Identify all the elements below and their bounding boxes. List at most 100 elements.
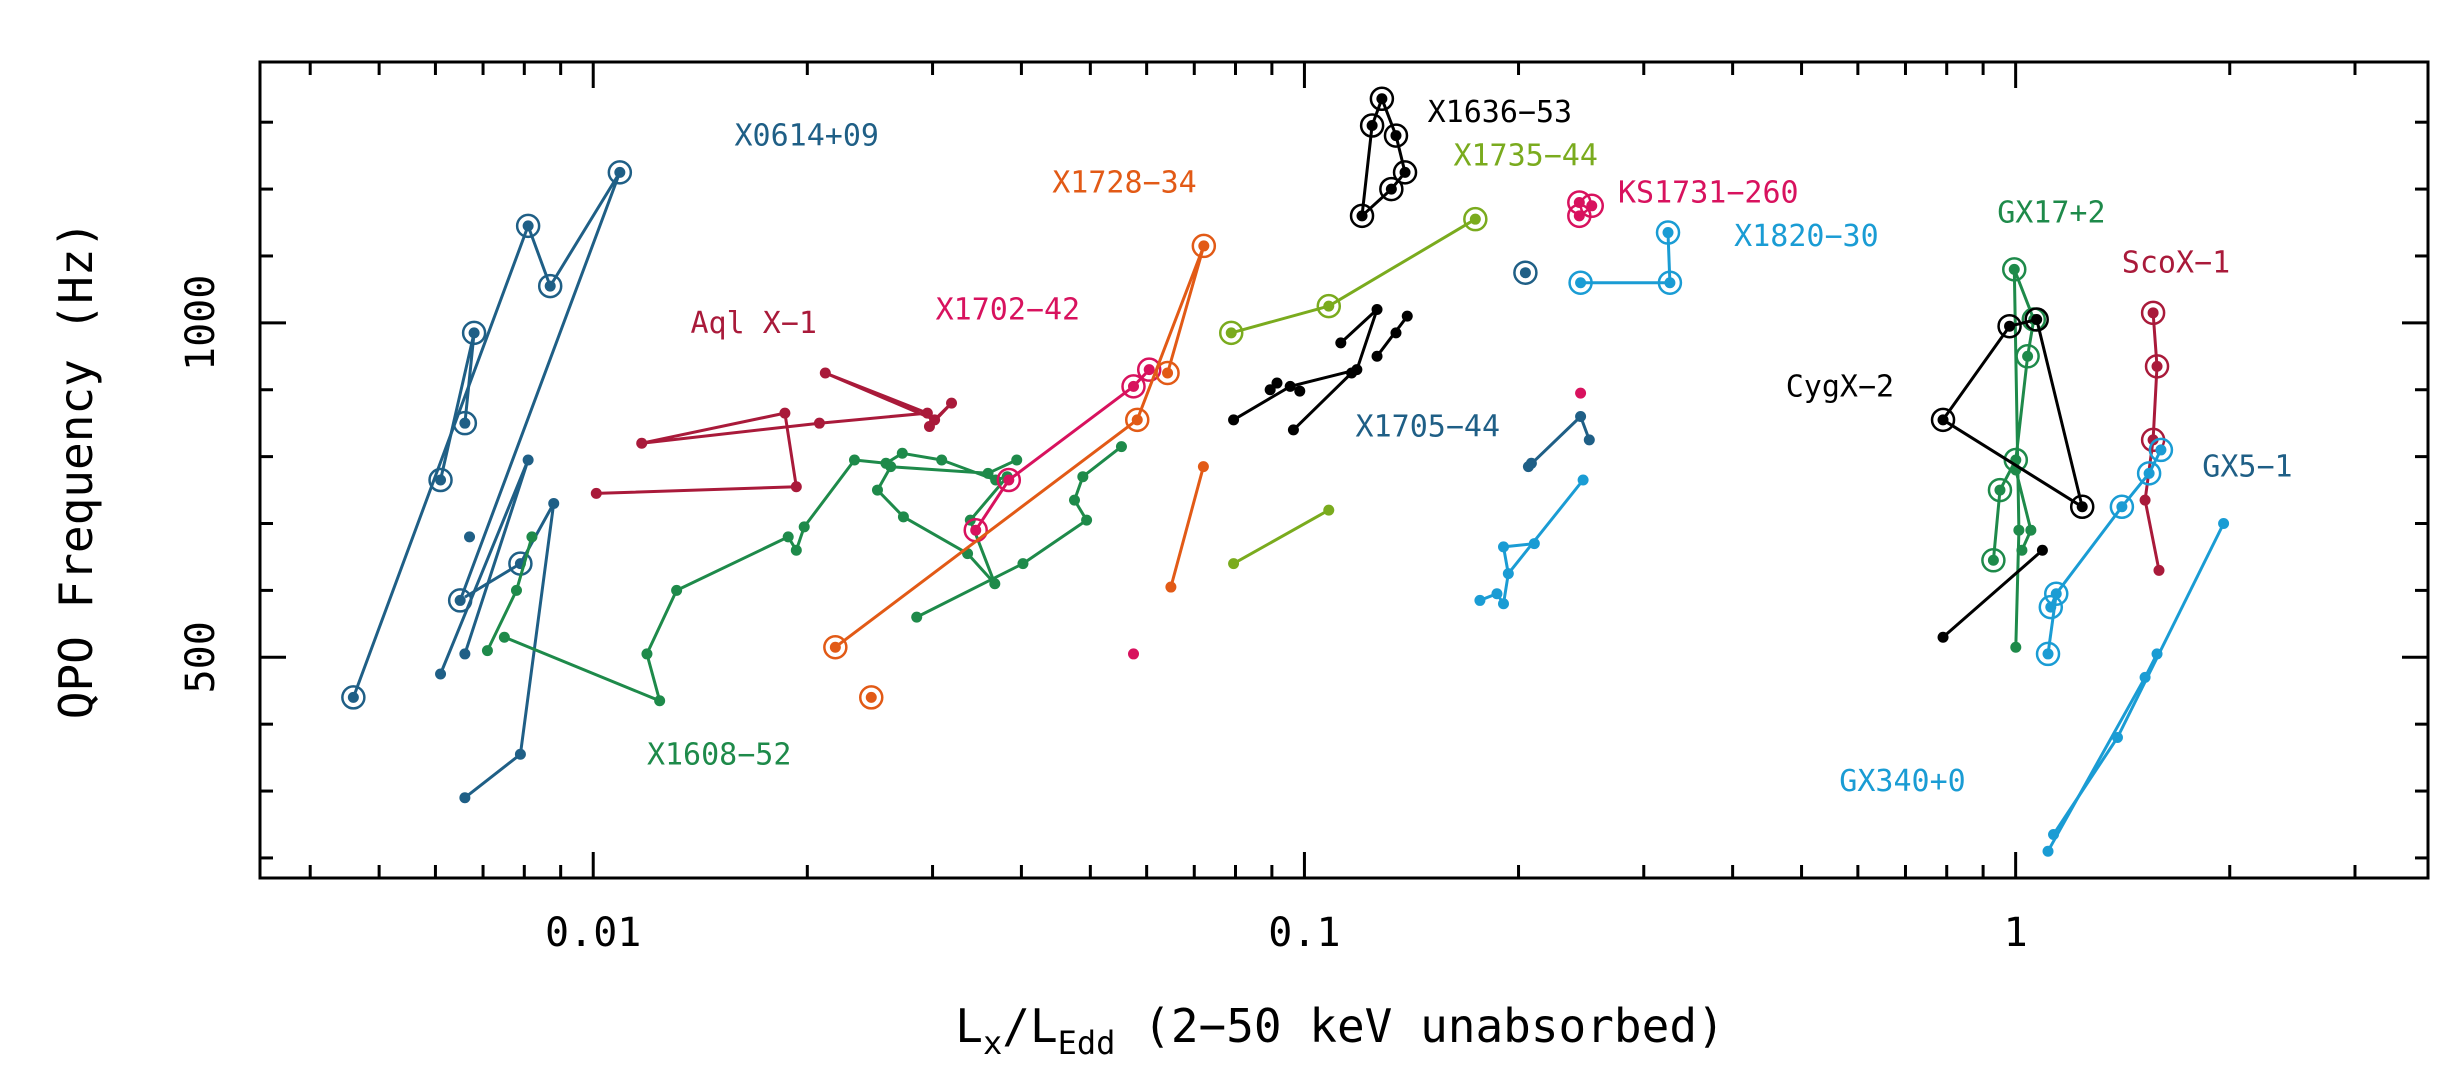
data-point: [1577, 474, 1589, 486]
data-point: [522, 220, 534, 232]
data-point: [885, 461, 897, 473]
x-tick-label: 0.01: [545, 910, 641, 956]
data-point: [514, 748, 526, 760]
data-point: [2036, 544, 2048, 556]
data-point-ring: [461, 320, 487, 346]
data-point: [923, 421, 935, 433]
data-point: [1335, 337, 1347, 349]
data-point-ring: [1218, 320, 1244, 346]
data-point: [1474, 594, 1486, 606]
data-point: [896, 447, 908, 459]
data-point: [459, 648, 471, 660]
data-point: [435, 474, 447, 486]
data-point: [636, 437, 648, 449]
data-point: [989, 578, 1001, 590]
source-labels: X0614+09 X1608−52 Aql X−1 X1702−42 X1728−34 X…: [647, 95, 2293, 799]
series-scox-1: [2139, 300, 2170, 576]
y-tick-label: 500: [178, 621, 224, 693]
data-point: [641, 648, 653, 660]
series-line: [1169, 466, 1205, 588]
data-point-ring: [1568, 270, 1593, 295]
data-point: [1528, 538, 1540, 550]
data-point: [2116, 501, 2128, 513]
data-point: [1586, 200, 1598, 212]
source-label-gx340-0: GX340+0: [1839, 764, 1965, 799]
data-point: [2151, 648, 2163, 660]
series-line: [1230, 217, 1477, 335]
data-point-ring: [2148, 437, 2174, 463]
data-point: [1081, 514, 1093, 526]
source-label-x1735-44: X1735−44: [1453, 139, 1598, 174]
data-point: [1662, 227, 1674, 239]
series-gx340-0: [2035, 437, 2230, 857]
source-label-aql-x-1: Aql X−1: [690, 306, 816, 341]
data-point-ring: [823, 634, 848, 660]
data-point-ring: [1121, 374, 1146, 399]
series-line: [1941, 318, 2084, 509]
data-point-ring: [1930, 407, 1956, 433]
series-x1702-42: [963, 357, 1162, 660]
data-point-ring: [1392, 160, 1418, 185]
series-ks1731-260: [1567, 190, 1604, 399]
data-point-ring: [1369, 86, 1395, 112]
series-line: [1942, 549, 2044, 639]
x-axis-title-L: L: [955, 999, 983, 1053]
source-label-x1636-53: X1636−53: [1428, 95, 1573, 130]
plot-frame: [258, 60, 2430, 880]
data-point-ring: [2024, 307, 2049, 332]
data-point-ring: [2002, 257, 2027, 282]
data-point-ring: [2044, 581, 2069, 606]
data-point: [459, 792, 471, 804]
data-point: [1228, 558, 1240, 570]
data-point: [848, 454, 860, 466]
source-label-x0614-09: X0614+09: [735, 119, 880, 154]
data-point: [790, 481, 802, 493]
data-point: [1003, 474, 1015, 486]
y-tick-label: 1000: [178, 275, 224, 371]
data-point: [2153, 564, 2165, 576]
source-label-x1608-52: X1608−52: [647, 737, 792, 772]
series-x1820-30: [1474, 220, 1683, 610]
data-point: [1573, 210, 1585, 222]
series-layer: [341, 86, 2230, 857]
data-point: [1502, 568, 1514, 580]
data-point-ring: [1655, 220, 1681, 245]
data-point-ring: [1136, 357, 1162, 382]
data-point: [522, 454, 534, 466]
data-point: [2111, 732, 2123, 744]
data-point: [1583, 434, 1595, 446]
series-line: [1292, 371, 1353, 431]
source-label-ks1731-260: KS1731−260: [1618, 175, 1799, 210]
data-point: [671, 584, 683, 596]
data-point: [498, 631, 510, 643]
data-point: [2010, 641, 2022, 653]
data-point: [1575, 410, 1587, 422]
data-point: [829, 641, 841, 653]
data-point: [1287, 424, 1299, 436]
data-point: [2218, 518, 2230, 530]
data-point: [1987, 554, 1999, 566]
data-point: [2147, 434, 2159, 446]
series-line: [1507, 479, 1585, 575]
data-point: [1271, 377, 1283, 389]
series-x1608-52: [481, 441, 1127, 707]
data-point-ring: [1191, 233, 1217, 259]
data-point: [1497, 541, 1509, 553]
data-point: [1937, 631, 1949, 643]
data-point: [1228, 414, 1240, 426]
data-point: [1491, 588, 1503, 600]
data-point: [544, 280, 556, 292]
data-point: [871, 484, 883, 496]
data-point: [2022, 350, 2034, 362]
series-gx17-2: [1981, 257, 2047, 653]
series-line: [2052, 736, 2119, 836]
data-point: [2139, 671, 2151, 683]
data-point-ring: [1379, 176, 1404, 202]
data-point-ring: [996, 467, 1022, 493]
source-label-gx17-2: GX17+2: [1997, 196, 2105, 231]
data-point-ring: [515, 213, 541, 239]
data-point-ring: [1359, 113, 1385, 138]
data-point: [2004, 320, 2016, 332]
data-point: [1376, 93, 1388, 105]
data-point-ring: [537, 273, 563, 299]
